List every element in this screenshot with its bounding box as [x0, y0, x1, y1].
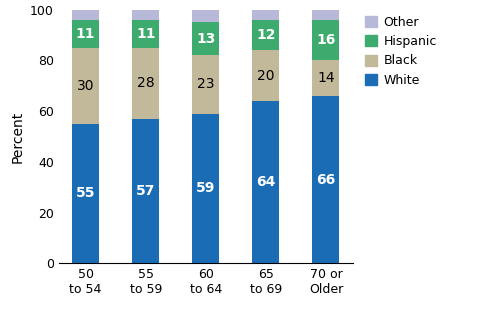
Bar	[72, 10, 99, 20]
Text: 11: 11	[76, 27, 96, 41]
Bar	[313, 60, 340, 96]
Bar	[72, 20, 99, 48]
Text: 12: 12	[256, 28, 275, 42]
Text: 23: 23	[197, 77, 215, 91]
Bar	[252, 101, 279, 263]
Bar	[192, 114, 220, 263]
Text: 28: 28	[137, 76, 154, 90]
Text: 14: 14	[317, 71, 335, 85]
Bar	[132, 10, 159, 20]
Bar	[72, 48, 99, 124]
Text: 20: 20	[257, 69, 274, 82]
Bar	[313, 96, 340, 263]
Text: 30: 30	[77, 79, 95, 93]
Bar	[252, 10, 279, 20]
Text: 57: 57	[136, 184, 155, 198]
Bar	[132, 20, 159, 48]
Text: 59: 59	[196, 181, 216, 195]
Bar	[132, 48, 159, 119]
Y-axis label: Percent: Percent	[10, 110, 24, 162]
Text: 66: 66	[317, 172, 336, 187]
Bar	[132, 119, 159, 263]
Text: 64: 64	[256, 175, 275, 189]
Bar	[192, 55, 220, 114]
Bar	[72, 124, 99, 263]
Text: 13: 13	[196, 32, 216, 46]
Legend: Other, Hispanic, Black, White: Other, Hispanic, Black, White	[365, 16, 437, 87]
Bar	[313, 10, 340, 20]
Bar	[313, 20, 340, 60]
Text: 16: 16	[316, 33, 336, 47]
Bar	[252, 20, 279, 50]
Bar	[252, 50, 279, 101]
Text: 11: 11	[136, 27, 155, 41]
Bar	[192, 22, 220, 55]
Text: 55: 55	[76, 187, 96, 201]
Bar	[192, 10, 220, 22]
